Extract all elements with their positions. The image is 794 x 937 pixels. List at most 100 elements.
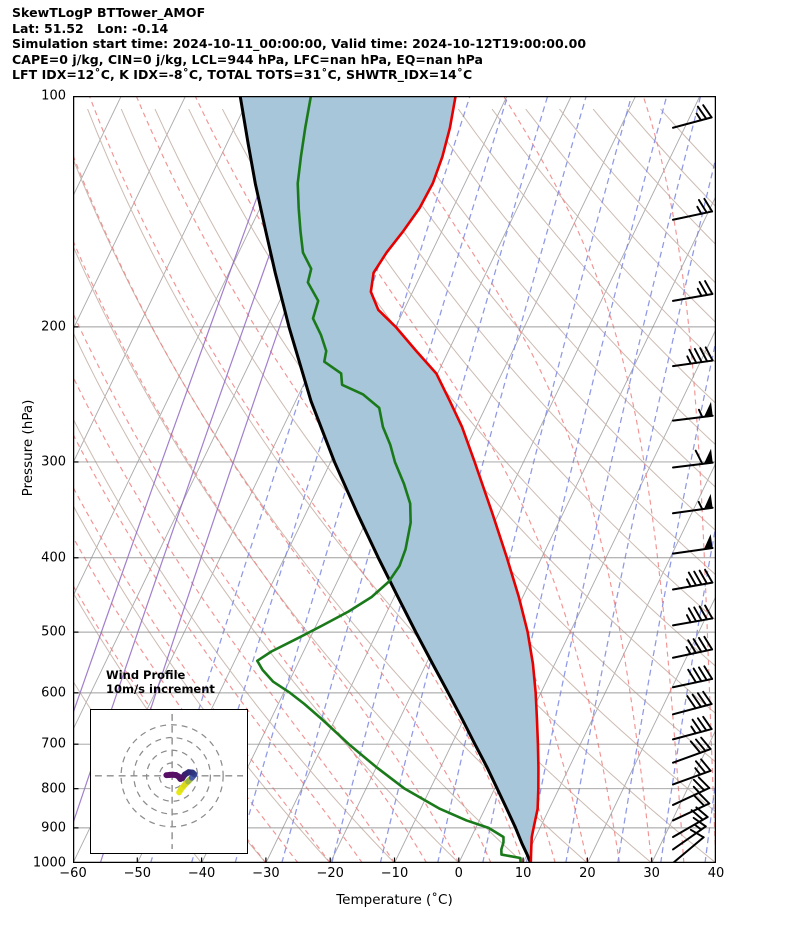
- dry-adiabat-line: [424, 108, 716, 446]
- moist-adiabat-line: [73, 432, 363, 863]
- x-axis-label: Temperature (˚C): [336, 892, 453, 908]
- wind-profile-title: Wind Profile 10m/s increment: [106, 668, 296, 696]
- isotherm-line: [73, 96, 186, 331]
- mixing-ratio-line: [660, 521, 716, 863]
- mixing-ratio-line: [331, 96, 549, 863]
- figure-header: SkewTLogP BTTower_AMOF Lat: 51.52 Lon: -…: [12, 5, 782, 83]
- cape-shading-region: [240, 96, 539, 863]
- skewt-plot-area: [73, 96, 716, 863]
- pressure-axis-ticks: 100 200 300 400 500 600 700 800 900 1000: [0, 89, 66, 871]
- wind-barb: [672, 534, 714, 555]
- moist-adiabat-line: [73, 153, 492, 863]
- pressure-tick-label: 100: [41, 88, 66, 104]
- dry-adiabat-line: [390, 108, 716, 489]
- hodograph-inset: [90, 709, 248, 854]
- plot-clipped-group: [73, 96, 716, 863]
- moist-adiabat-line: [73, 239, 460, 863]
- parcel-path-line: [238, 96, 533, 863]
- temperature-tick-label: −10: [380, 866, 409, 881]
- mixing-ratio-line: [565, 154, 716, 863]
- pressure-tick-label: 600: [41, 685, 66, 701]
- dry-adiabat-line: [255, 108, 716, 668]
- pressure-tick-label: 400: [41, 550, 66, 566]
- dry-adiabat-line: [73, 504, 331, 863]
- header-time-line: Simulation start time: 2024-10-11_00:00:…: [12, 36, 587, 52]
- wind-barb: [672, 776, 711, 806]
- moist-adiabat-line: [370, 96, 653, 863]
- isotherm-line: [73, 96, 251, 464]
- isotherm-line: [329, 96, 701, 863]
- temperature-tick-label: −40: [187, 866, 216, 881]
- y-axis-label: Pressure (hPa): [20, 399, 36, 497]
- temperature-tick-label: 10: [514, 866, 532, 881]
- moist-adiabat-line: [503, 96, 685, 863]
- moist-adiabat-line: [270, 96, 621, 863]
- temperature-tick-label: −20: [316, 866, 344, 881]
- wind-barb: [672, 791, 711, 822]
- dry-adiabat-line: [289, 108, 716, 621]
- isotherm-line: [73, 96, 315, 598]
- dry-adiabat-line: [356, 108, 716, 532]
- moist-adiabat-line: [73, 311, 428, 863]
- mixing-ratio-line: [149, 96, 402, 863]
- pressure-tick-label: 900: [41, 820, 66, 836]
- temperature-tick-label: 40: [707, 866, 725, 881]
- wind-barb: [672, 401, 714, 422]
- dry-adiabat-line: [73, 244, 524, 863]
- moist-adiabat-line: [88, 96, 524, 863]
- pressure-tick-label: 500: [41, 624, 66, 640]
- header-title-line: SkewTLogP BTTower_AMOF: [12, 5, 206, 20]
- isotherm-line: [651, 728, 716, 863]
- dry-adiabat-line: [491, 108, 716, 364]
- wind-profile-title-line2: 10m/s increment: [106, 682, 215, 696]
- temperature-tick-label: −50: [123, 866, 152, 881]
- pressure-tick-label: 700: [41, 736, 66, 752]
- temperature-tick-label: −30: [252, 866, 280, 881]
- mixing-ratio-line: [617, 337, 716, 863]
- wind-barb: [672, 568, 714, 591]
- temperature-profile-line: [369, 96, 540, 863]
- mixing-ratio-solid-line: [73, 96, 295, 715]
- isotherm-line: [586, 595, 716, 863]
- pressure-tick-label: 800: [41, 781, 66, 797]
- moist-adiabat-line: [73, 584, 267, 863]
- wind-barb: [672, 448, 714, 469]
- moist-adiabat-line: [73, 375, 395, 863]
- wind-barb: [672, 635, 714, 659]
- wind-barb: [672, 758, 712, 786]
- temperature-tick-label: 0: [454, 866, 463, 881]
- wind-barb: [672, 346, 714, 368]
- wind-profile-title-line1: Wind Profile: [106, 668, 186, 682]
- wind-barb: [672, 736, 712, 764]
- moist-adiabat-line: [642, 96, 716, 863]
- mixing-ratio-solid-line: [73, 96, 327, 826]
- hodograph-svg: [91, 710, 247, 853]
- wind-barb: [672, 493, 714, 515]
- mixing-ratio-line: [379, 96, 587, 863]
- dry-adiabat-line: [323, 108, 716, 576]
- header-cape-line: CAPE=0 j/kg, CIN=0 j/kg, LCL=944 hPa, LF…: [12, 51, 484, 67]
- temperature-tick-label: 30: [643, 866, 660, 881]
- temperature-tick-label: 20: [579, 866, 596, 881]
- wind-barb: [672, 715, 713, 741]
- pressure-tick-label: 200: [41, 319, 66, 335]
- wind-barb: [672, 197, 714, 221]
- temperature-axis-ticks: −60 −50 −40 −30 −20 −10 0 10 20 30 40: [59, 866, 724, 888]
- moist-adiabat-line: [73, 536, 299, 863]
- wind-barb: [672, 604, 714, 627]
- hodograph-background: [91, 710, 247, 853]
- isotherm-line: [394, 195, 716, 863]
- pressure-tick-label: 300: [41, 454, 66, 470]
- header-indices-line: LFT IDX=12˚C, K IDX=-8˚C, TOTAL TOTS=31˚…: [12, 67, 473, 83]
- wind-barb: [672, 280, 714, 302]
- dewpoint-profile-line: [255, 96, 523, 863]
- temperature-tick-label: −60: [59, 866, 87, 881]
- dry-adiabat-line: [457, 108, 716, 405]
- wind-barb: [672, 104, 713, 129]
- header-location-line: Lat: 51.52 Lon: -0.14: [12, 20, 169, 36]
- wind-barb: [672, 665, 714, 689]
- dry-adiabat-line: [73, 417, 395, 863]
- dry-adiabat-line: [73, 331, 460, 863]
- mixing-ratio-line: [704, 775, 716, 863]
